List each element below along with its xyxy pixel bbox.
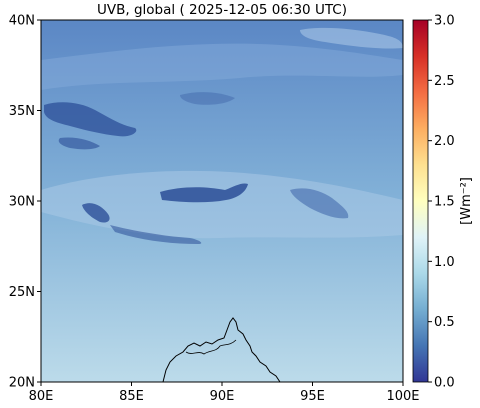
colorbar: 0.0 0.5 1.0 1.5 2.0 2.5 3.0 [Wm⁻²] [412, 14, 474, 391]
cloud-patch-east [290, 188, 349, 219]
y-tick-label: 30N [9, 195, 35, 210]
x-tick-label: 90E [210, 389, 235, 404]
coastline-inner [185, 339, 237, 355]
x-tick-label: 80E [29, 389, 54, 404]
cloud-haze-north [41, 43, 403, 90]
map-title: UVB, global ( 2025-12-05 06:30 UTC) [97, 2, 347, 18]
cloud-patch-north-mid [180, 92, 235, 105]
colorbar-tick-label: 1.5 [434, 195, 455, 210]
y-tick-label: 25N [9, 285, 35, 300]
colorbar-tick-label: 2.0 [434, 134, 455, 149]
map-plot-area: 80E 85E 90E 95E 100E 20N 25N 30N 35N 40N [9, 14, 420, 405]
x-tick-label: 85E [119, 389, 144, 404]
cloud-patch-central [160, 183, 248, 203]
y-tick-label: 40N [9, 14, 35, 29]
colorbar-tick-label: 0.0 [434, 376, 455, 391]
colorbar-tick-label: 0.5 [434, 315, 455, 330]
x-axis-ticks: 80E 85E 90E 95E 100E [29, 382, 420, 404]
cloud-patch-northeast [300, 27, 403, 49]
colorbar-tick-label: 1.0 [434, 255, 455, 270]
y-tick-label: 20N [9, 376, 35, 391]
cloud-patch-west-2 [58, 137, 100, 150]
x-tick-label: 100E [386, 389, 419, 404]
x-tick-label: 95E [300, 389, 325, 404]
y-tick-label: 35N [9, 104, 35, 119]
cloud-patch-west [44, 102, 137, 137]
colorbar-ticks: 0.0 0.5 1.0 1.5 2.0 2.5 3.0 [428, 14, 455, 391]
colorbar-gradient [412, 19, 429, 383]
colorbar-label: [Wm⁻²] [459, 177, 474, 225]
cloud-patch-sw [82, 203, 110, 223]
colorbar-tick-label: 2.5 [434, 74, 455, 89]
cloud-streak-south [110, 225, 202, 244]
cloud-haze-band [41, 170, 403, 239]
y-axis-ticks: 20N 25N 30N 35N 40N [9, 14, 41, 391]
cloud-features [41, 27, 403, 244]
colorbar-tick-label: 3.0 [434, 14, 455, 29]
coastline [162, 317, 281, 382]
